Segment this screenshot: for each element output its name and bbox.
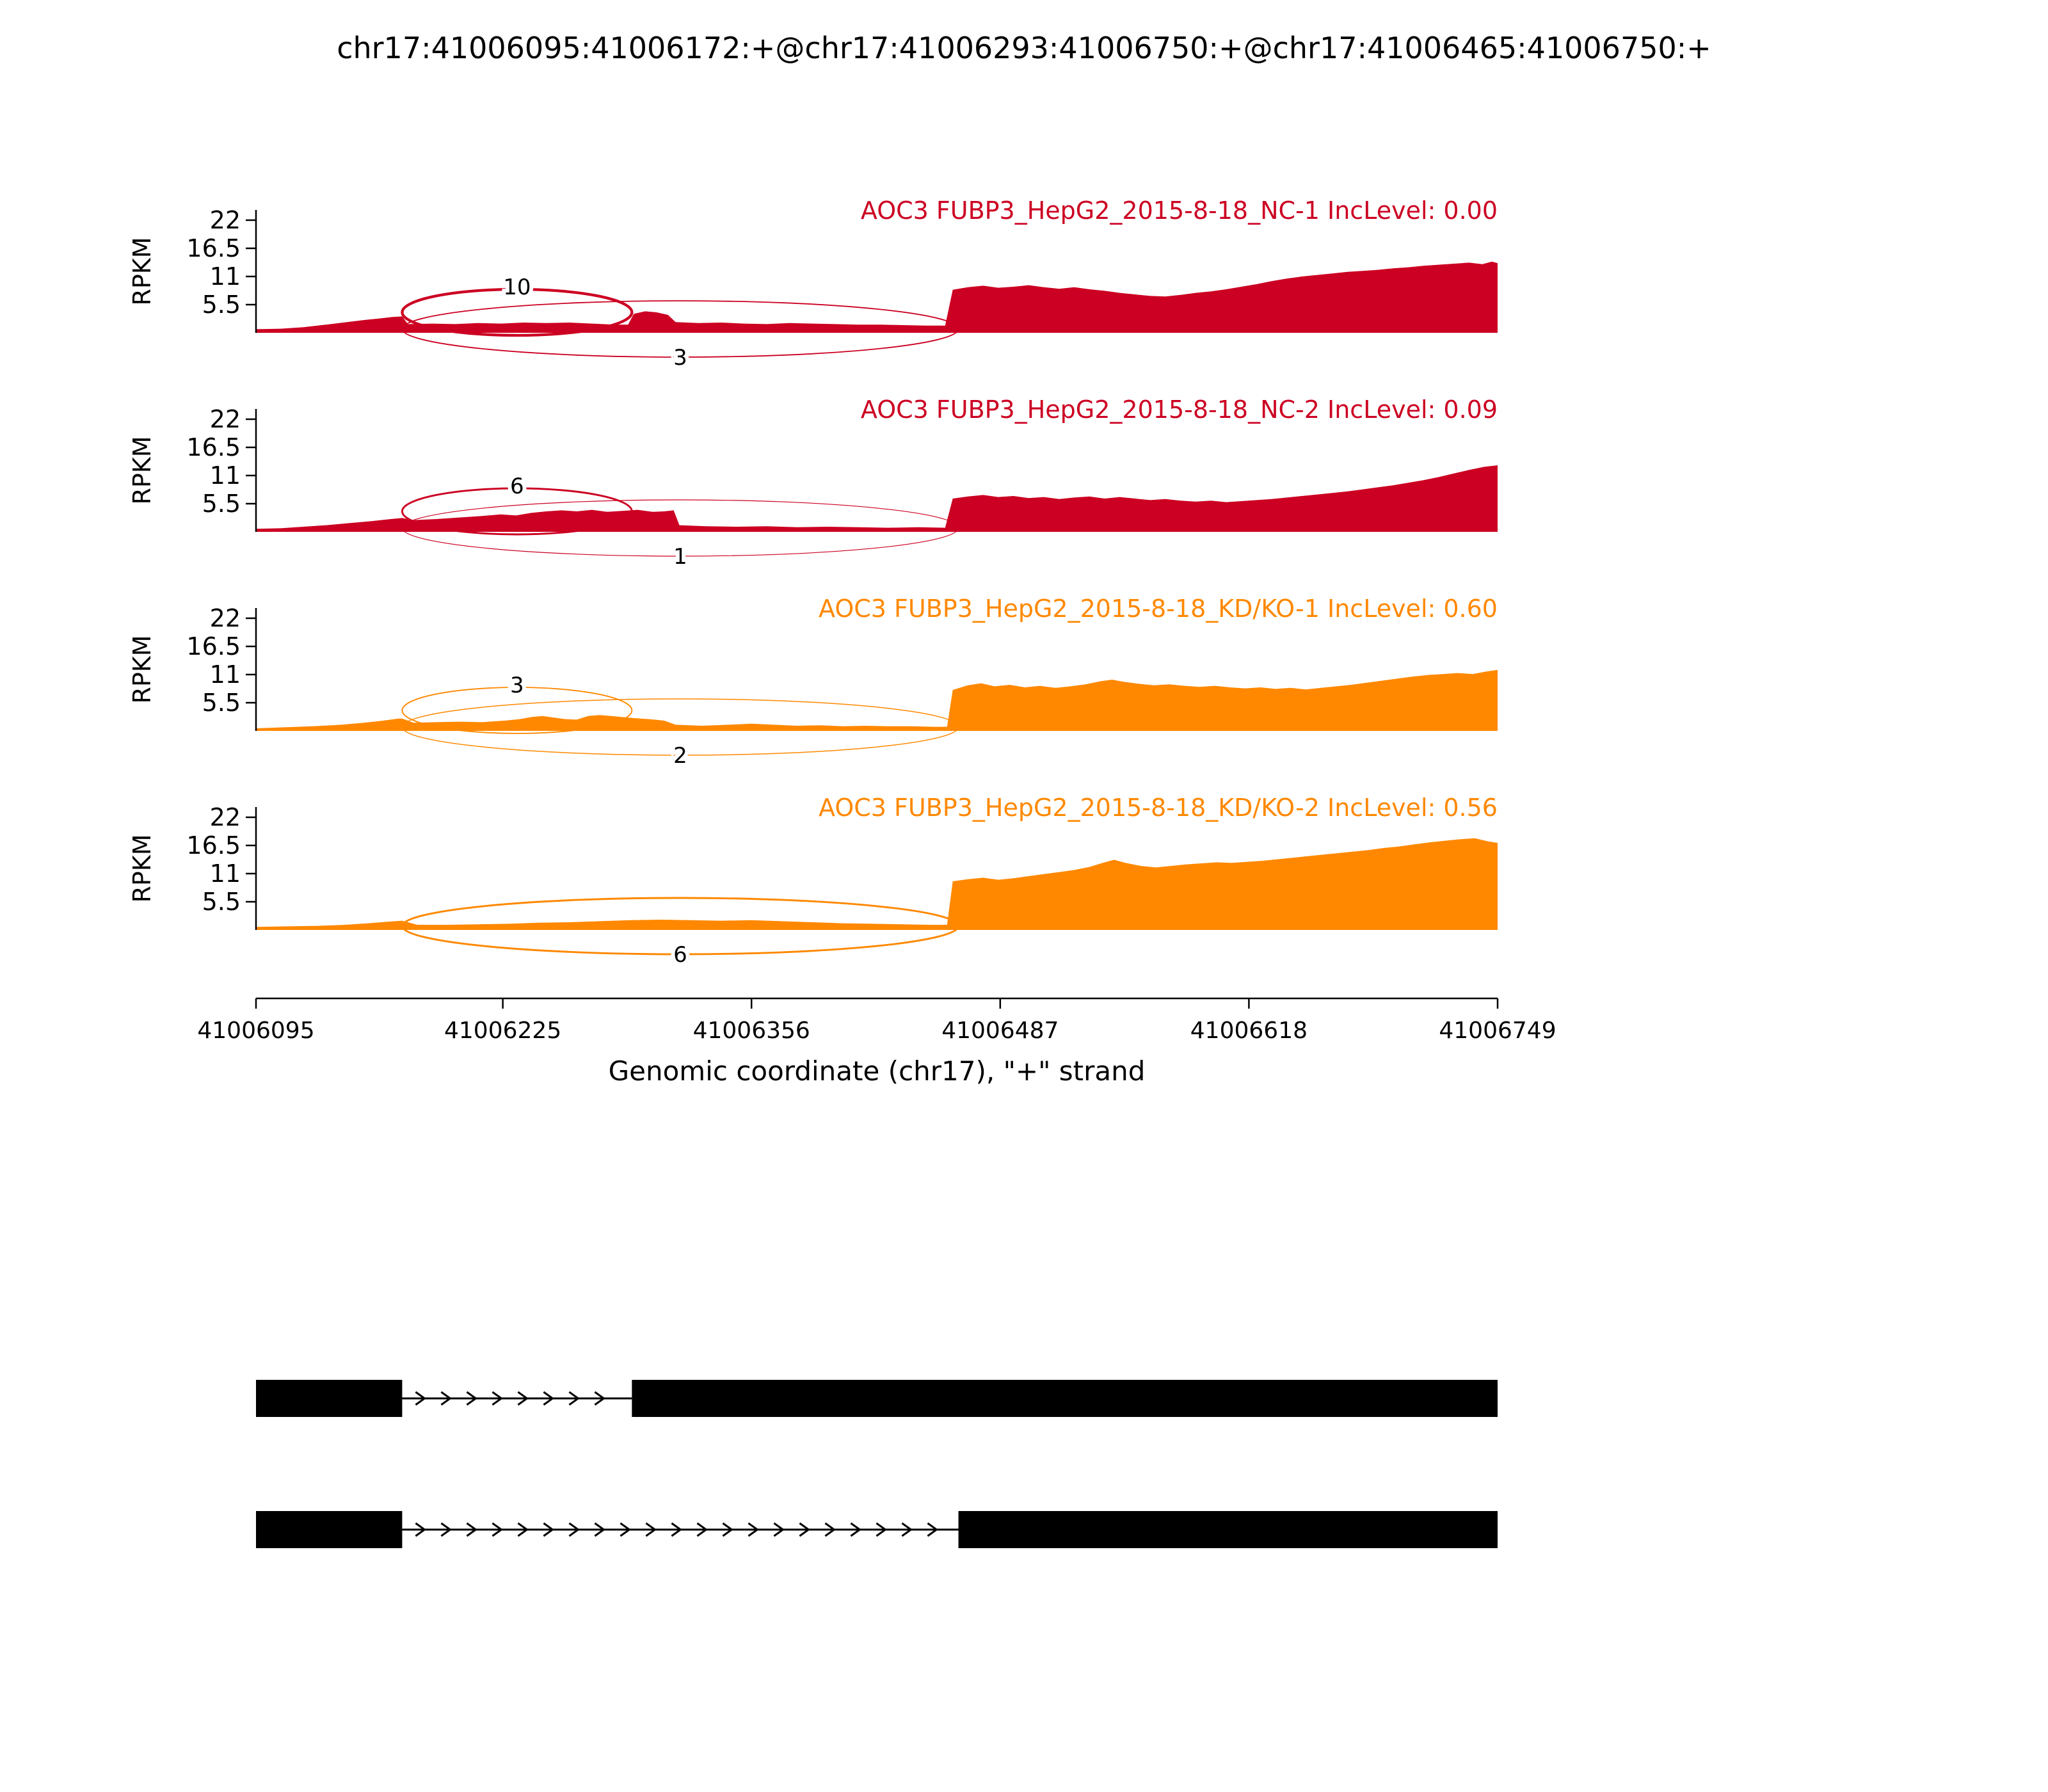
y-tick-label: 11 [210, 660, 241, 689]
strand-arrow-icon [594, 1391, 605, 1406]
y-tick-label: 16.5 [186, 831, 241, 860]
junction-read-count: 6 [673, 942, 687, 968]
y-tick-label: 16.5 [186, 234, 241, 262]
x-tick-label: 41006225 [444, 1018, 561, 1044]
strand-arrow-icon [671, 1522, 682, 1537]
isoform-1 [256, 1380, 1498, 1417]
y-tick-label: 5.5 [202, 888, 241, 916]
strand-arrow-icon [466, 1522, 477, 1537]
strand-arrow-icon [799, 1522, 810, 1537]
track-label: AOC3 FUBP3_HepG2_2015-8-18_NC-1 IncLevel… [861, 196, 1498, 225]
strand-arrow-icon [927, 1522, 938, 1537]
strand-arrow-icon [440, 1391, 452, 1406]
strand-arrow-icon [901, 1522, 913, 1537]
x-tick-label: 41006749 [1439, 1018, 1556, 1044]
strand-arrow-icon [696, 1522, 708, 1537]
coverage-area [256, 669, 1498, 731]
y-tick-label: 22 [210, 206, 241, 234]
strand-arrow-icon [568, 1522, 580, 1537]
junction-read-count: 3 [673, 345, 687, 371]
strand-arrow-icon [722, 1522, 733, 1537]
y-tick-label: 5.5 [202, 291, 241, 319]
junction-arc [401, 287, 634, 337]
strand-arrow-icon [748, 1522, 759, 1537]
y-axis-label: RPKM [128, 436, 156, 504]
figure-title: chr17:41006095:41006172:+@chr17:41006293… [337, 31, 1711, 65]
coverage-area [256, 465, 1498, 532]
strand-arrow-icon [645, 1522, 657, 1537]
strand-arrow-icon [876, 1522, 887, 1537]
junction-read-count: 2 [673, 743, 687, 769]
strand-arrow-icon [543, 1391, 554, 1406]
exon-box [632, 1380, 1498, 1417]
y-tick-label: 5.5 [202, 689, 241, 717]
y-tick-label: 5.5 [202, 490, 241, 518]
junction-read-count: 6 [510, 474, 524, 499]
y-tick-label: 22 [210, 803, 241, 831]
exon-box [256, 1511, 403, 1548]
junction-arc [401, 687, 633, 734]
strand-arrow-icon [466, 1391, 477, 1406]
y-tick-label: 11 [210, 461, 241, 490]
strand-arrow-icon [568, 1391, 580, 1406]
strand-arrow-icon [773, 1522, 785, 1537]
y-axis-label: RPKM [128, 237, 156, 305]
x-tick-label: 41006487 [941, 1018, 1059, 1044]
y-tick-label: 22 [210, 405, 241, 433]
y-tick-label: 22 [210, 604, 241, 632]
strand-arrow-icon [620, 1522, 631, 1537]
junction-read-count: 1 [673, 544, 687, 570]
junction-read-count: 3 [510, 673, 524, 698]
junction-arc [401, 487, 633, 536]
x-axis-label: Genomic coordinate (chr17), "+" strand [609, 1055, 1146, 1087]
strand-arrow-icon [415, 1522, 426, 1537]
junction-arc [401, 300, 959, 358]
strand-arrow-icon [824, 1522, 836, 1537]
y-axis-label: RPKM [128, 834, 156, 902]
exon-box [958, 1511, 1498, 1548]
junction-arc [401, 698, 959, 756]
track-label: AOC3 FUBP3_HepG2_2015-8-18_KD/KO-1 IncLe… [819, 595, 1498, 623]
x-tick-label: 41006618 [1190, 1018, 1308, 1044]
junction-arc [401, 499, 959, 557]
strand-arrow-icon [492, 1522, 503, 1537]
track-label: AOC3 FUBP3_HepG2_2015-8-18_NC-2 IncLevel… [861, 396, 1498, 424]
y-tick-label: 11 [210, 860, 241, 888]
y-tick-label: 11 [210, 262, 241, 291]
coverage-area [256, 261, 1498, 333]
strand-arrow-icon [517, 1391, 529, 1406]
exon-box [256, 1380, 403, 1417]
track-label: AOC3 FUBP3_HepG2_2015-8-18_KD/KO-2 IncLe… [819, 794, 1498, 822]
strand-arrow-icon [850, 1522, 861, 1537]
x-tick-label: 41006095 [197, 1018, 314, 1044]
x-tick-label: 41006356 [693, 1018, 810, 1044]
strand-arrow-icon [594, 1522, 605, 1537]
strand-arrow-icon [415, 1391, 426, 1406]
coverage-area [256, 838, 1498, 930]
strand-arrow-icon [517, 1522, 529, 1537]
junction-read-count: 10 [503, 275, 531, 300]
isoform-2 [256, 1511, 1498, 1548]
junction-arc [401, 897, 960, 956]
strand-arrow-icon [543, 1522, 554, 1537]
strand-arrow-icon [440, 1522, 452, 1537]
y-axis-label: RPKM [128, 635, 156, 703]
y-tick-label: 16.5 [186, 433, 241, 461]
y-tick-label: 16.5 [186, 632, 241, 660]
strand-arrow-icon [492, 1391, 503, 1406]
